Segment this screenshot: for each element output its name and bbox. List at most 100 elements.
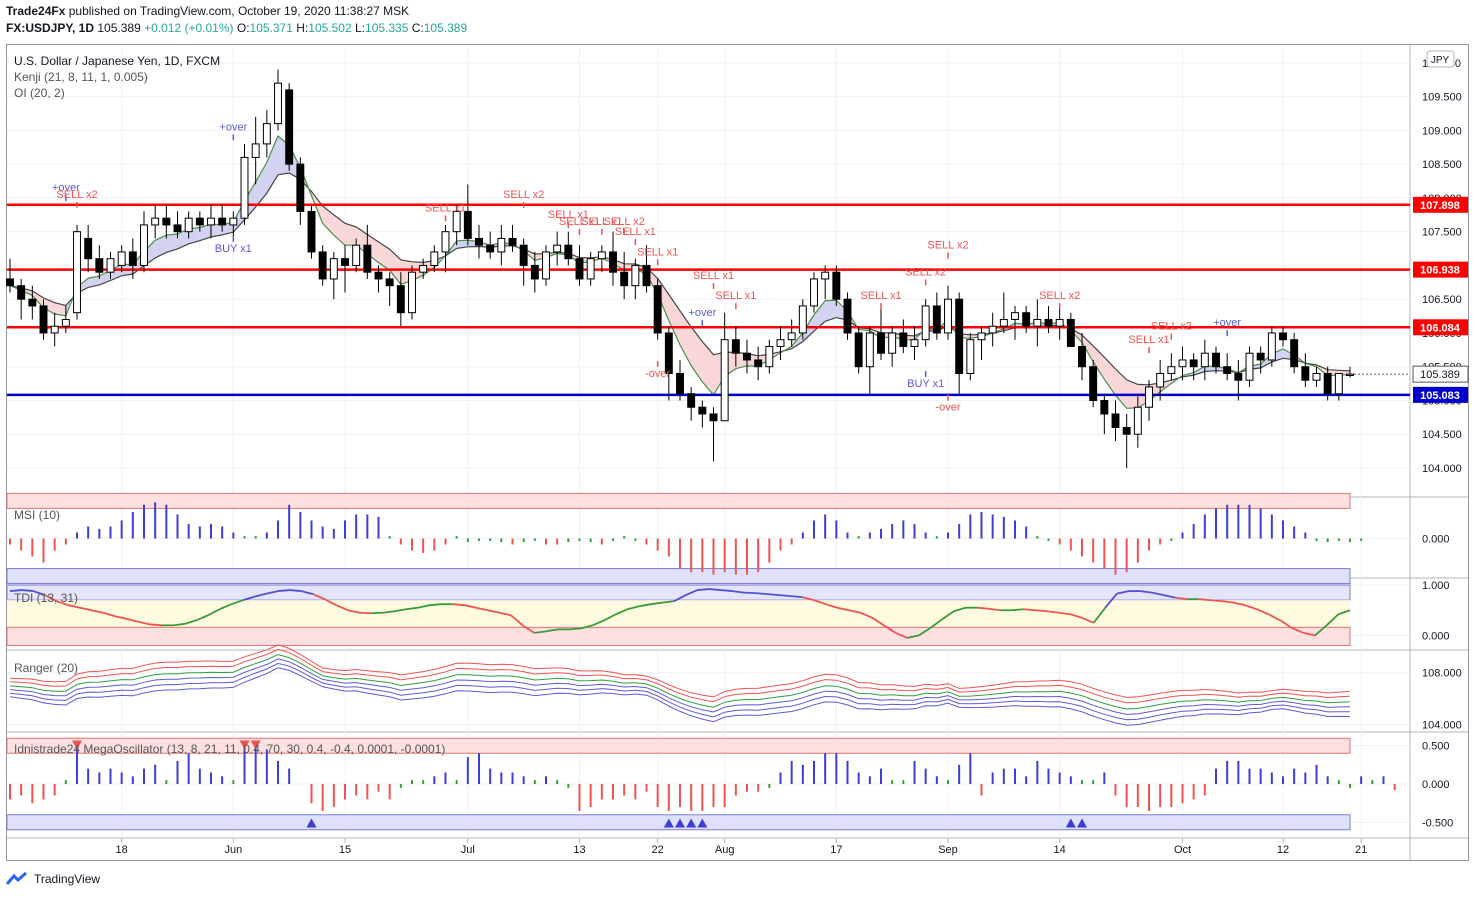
tdi-line [848,609,861,614]
tdi-line [114,615,127,620]
publisher-name[interactable]: Trade24Fx [6,4,66,18]
candle-body [519,244,528,266]
candle-body [1234,372,1243,381]
candle-body [609,251,617,273]
oi-indicator-label[interactable]: OI (20, 2) [14,86,65,100]
tdi-line [709,588,721,591]
tdi-mid-zone [7,600,1350,628]
candle-body [463,210,472,239]
candle-body [1290,339,1299,368]
footer-brand[interactable]: TradingView [34,872,101,886]
candle-body [1323,372,1332,395]
kenji-band [345,223,357,246]
kenji-band [211,224,223,237]
tdi-line [685,589,698,596]
signal-label: -over [935,402,960,414]
time-label: 12 [1277,844,1289,856]
high-label: H: [296,21,309,35]
time-label: Oct [1174,844,1191,856]
mega-sell-marker [72,740,82,750]
candles [6,69,1354,468]
time-axis[interactable]: 18 Jun 15 Jul 13 22 Aug 17 Sep 14 Oct 12 21 [116,838,1368,856]
candle-body [140,224,148,266]
candle-body [173,224,182,233]
indicator-axis-label: 1.000 [1422,580,1450,592]
tdi-line [1244,604,1258,611]
candle-body [307,210,316,253]
time-label: 13 [573,844,585,856]
tdi-line [21,589,34,592]
candle-body [944,298,952,334]
upper-band [6,737,1351,754]
tdi-line [1163,594,1176,599]
candle-body [497,237,506,253]
mega-pane-title[interactable]: Idnistrade24 MegaOscillator (13, 8, 21, … [14,742,445,756]
tdi-line [382,610,395,614]
tdi-line [126,617,139,623]
tdi-line [510,614,524,627]
signal-label: SELL x1 [715,290,756,302]
candle-body [798,305,807,334]
tdi-line [522,624,535,634]
candle-body [408,271,416,314]
msi-pane-title[interactable]: MSI (10) [14,508,60,522]
candle-body [553,244,562,253]
candle-body [128,251,137,266]
candle-body [765,345,774,368]
candle-body [184,217,193,233]
kenji-band [691,326,703,382]
tdi-line [1221,600,1234,604]
price-axis[interactable]: 104.000104.500105.000105.500106.000106.5… [1412,58,1469,830]
level-price-box [1413,386,1468,403]
tdi-line [650,601,663,606]
tdi-line [871,617,885,627]
candle-body [988,325,997,334]
price-label: 109.500 [1422,92,1462,104]
ranger-pane-title[interactable]: Ranger (20) [14,661,78,675]
ranger-line [9,658,1351,715]
tdi-line [207,608,221,617]
tdi-line [254,592,267,598]
tdi-line [1256,608,1269,616]
tradingview-logo-icon [6,872,27,885]
tdi-line [813,599,826,606]
kenji-indicator-label[interactable]: Kenji (21, 8, 11, 1, 0.005) [14,70,148,84]
tdi-line [452,603,465,607]
kenji-band [1082,334,1094,362]
candle-body [955,298,964,374]
level-price-label: 107.898 [1420,200,1460,212]
tdi-line [1210,599,1222,603]
indicator-axis-label: 0.000 [1422,534,1450,546]
candle-body [508,237,517,246]
tdi-line [1279,619,1293,629]
signal-label: SELL x2 [1151,321,1192,333]
candle-body [620,271,629,287]
mega-buy-marker [1077,818,1087,828]
signal-label: +over [219,121,247,133]
tdi-line [1023,608,1036,612]
tdi-line [615,608,628,616]
candle-body [731,339,740,354]
signal-label: BUY x1 [215,243,252,255]
signal-label: SELL x1 [559,216,600,228]
candle-body [1301,366,1310,381]
kenji-band [199,224,211,241]
tdi-line [184,619,197,625]
candle-body [6,278,14,287]
tdi-line [487,609,500,614]
tdi-line [825,603,838,609]
tdi-line [1268,613,1281,622]
candle-body [374,271,383,280]
candle-body [207,217,215,226]
candle-body [218,217,227,226]
tdi-line [755,592,768,596]
tdi-pane-title[interactable]: TDI (13, 31) [14,591,78,605]
candle-body [877,332,885,354]
price-label: 107.500 [1422,227,1462,239]
time-label: 17 [830,844,842,856]
candle-body [1200,352,1209,368]
tdi-line [1303,632,1316,637]
candle-body [597,251,606,260]
mega-buy-marker [675,818,685,828]
